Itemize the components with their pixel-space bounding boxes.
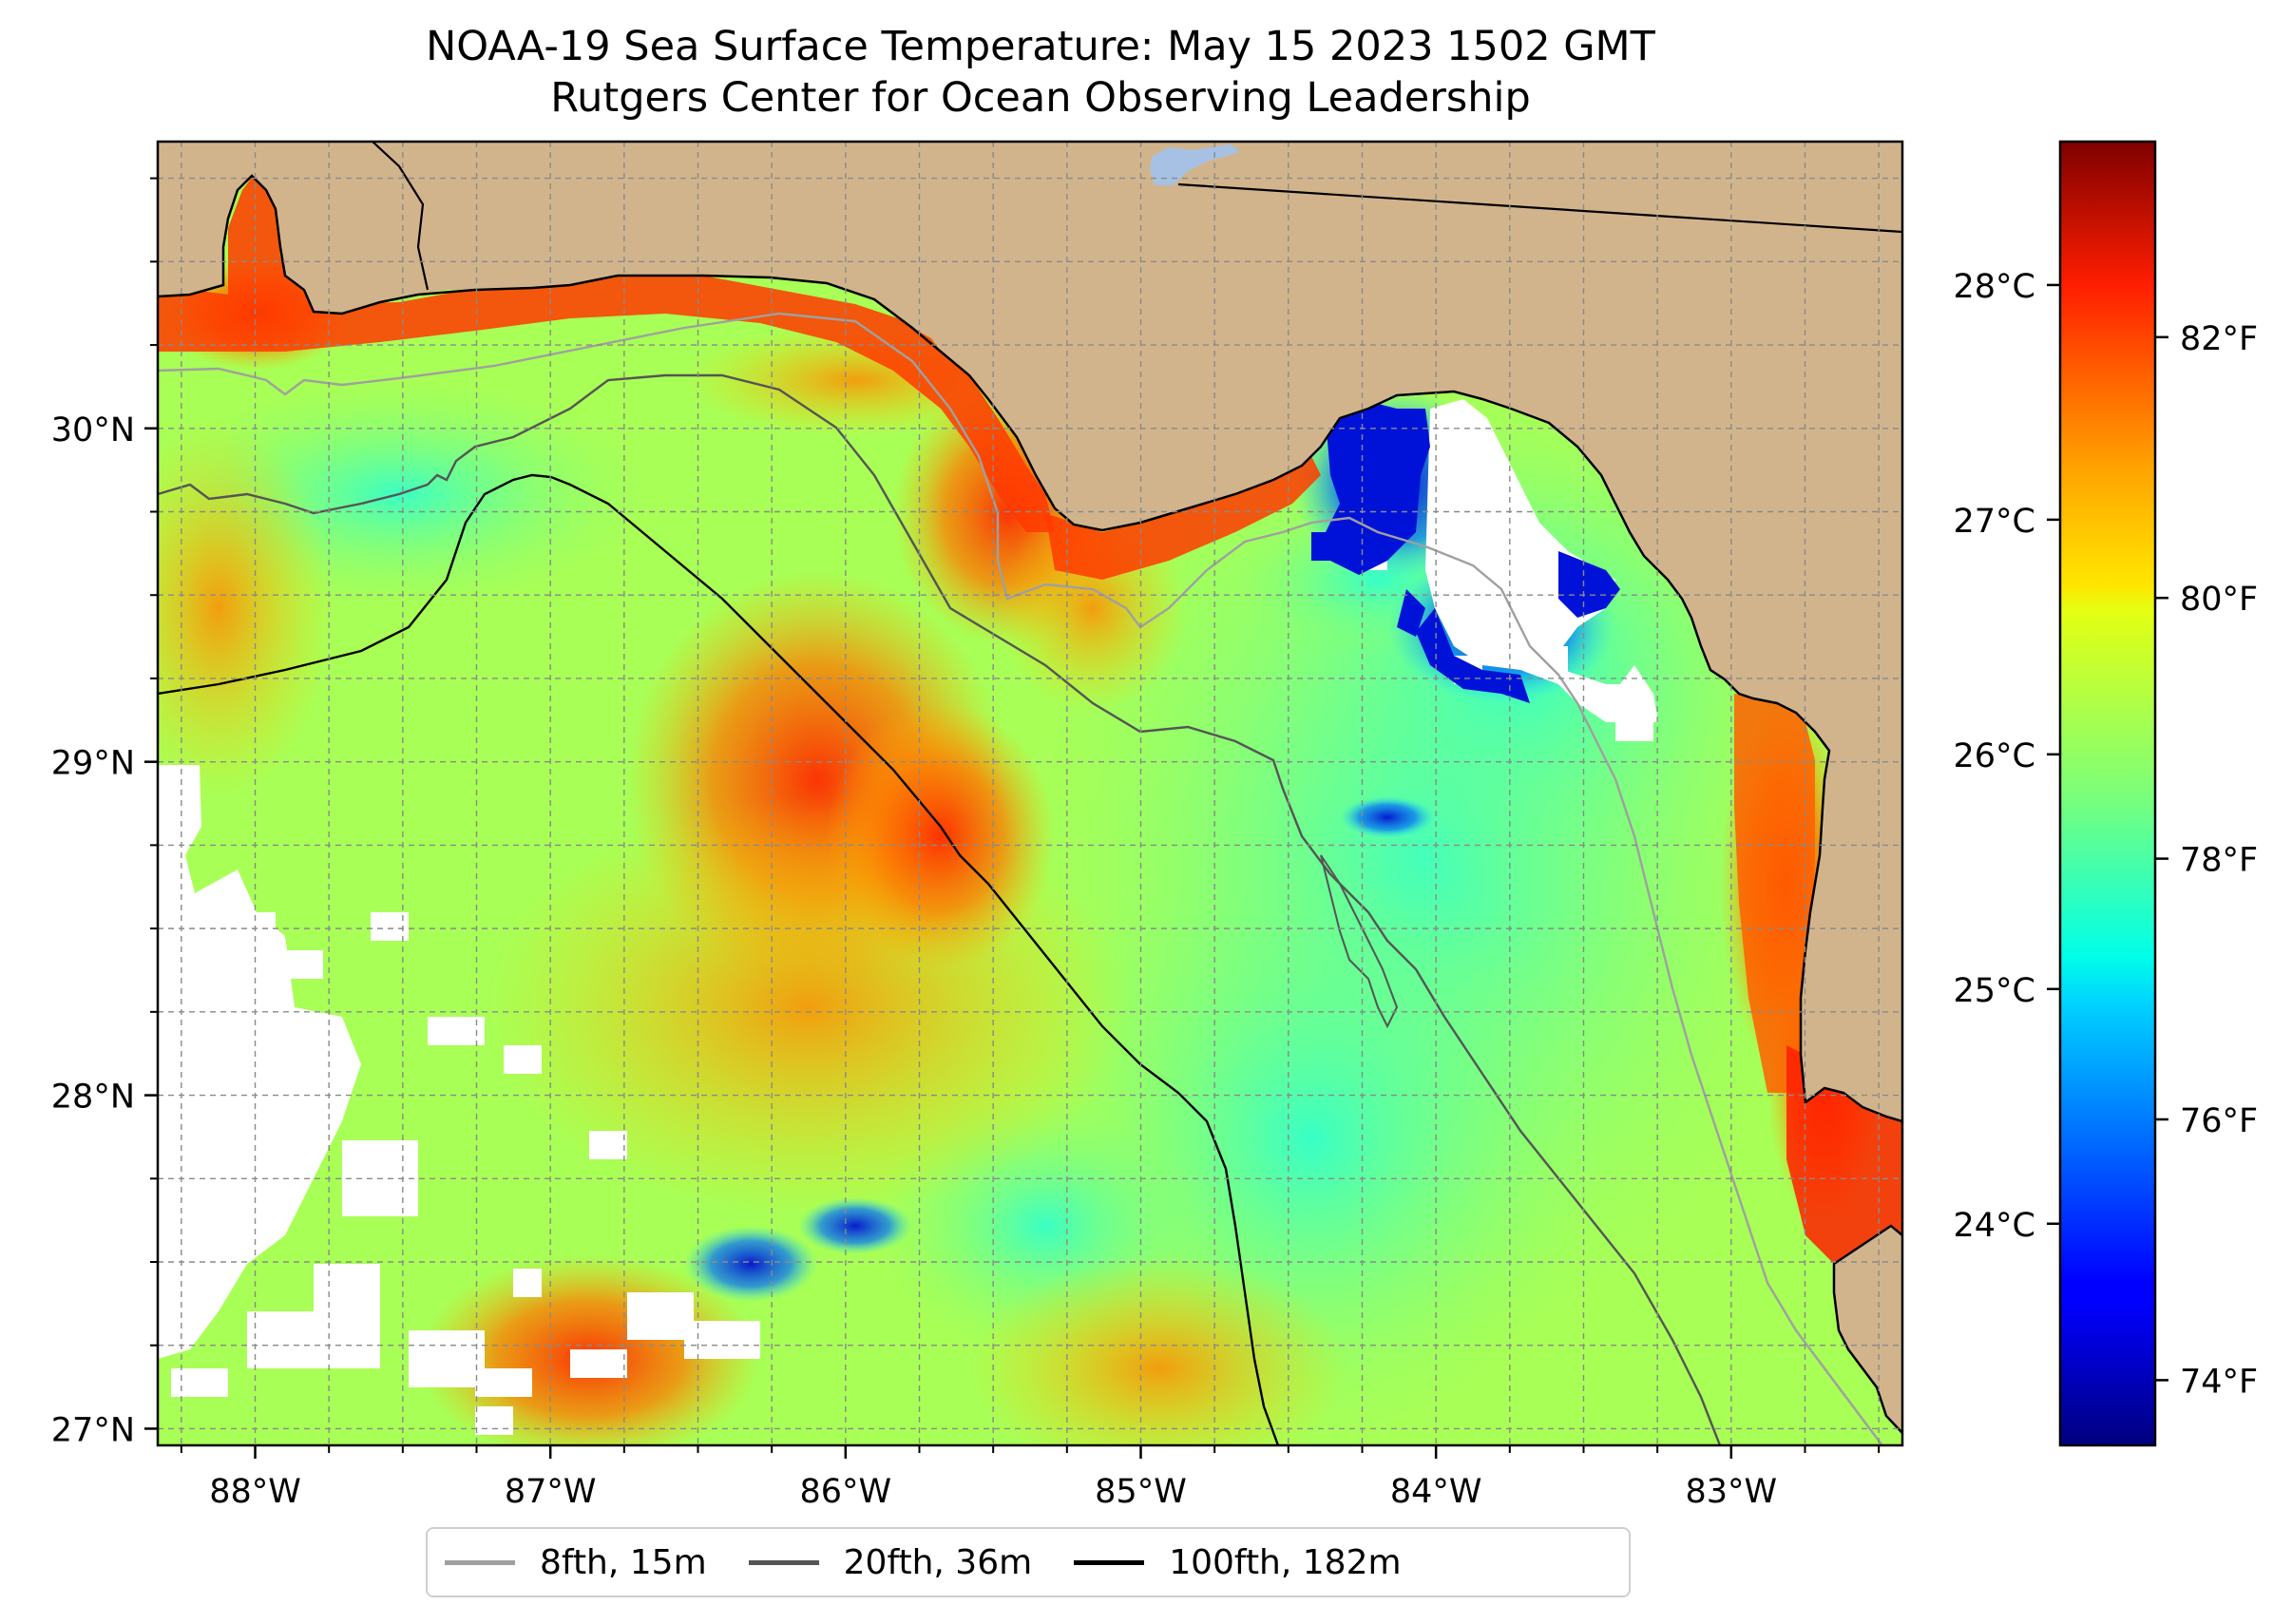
colorbar-label-c: 28°C	[1954, 268, 2035, 306]
lat-tick-label: 28°N	[51, 1079, 135, 1117]
isobath-20fth-reef	[1320, 854, 1399, 1029]
colorbar-label-f: 82°F	[2180, 320, 2258, 358]
colorbar-label-c: 26°C	[1954, 737, 2035, 775]
map-frame	[156, 140, 1904, 1447]
colorbar: 82°F 80°F 78°F 76°F 74°F 28°C 27°C 26°C 25°C 24°C	[1954, 140, 2259, 1447]
colorbar-gradient	[2060, 142, 2155, 1445]
title-line-2: Rutgers Center for Ocean Observing Leade…	[550, 74, 1531, 122]
graticule	[158, 142, 1902, 1445]
legend-item-20fth: 20fth, 36m	[748, 1542, 1033, 1582]
lat-tick-label: 30°N	[51, 411, 135, 449]
isobath-legend: 8fth, 15m 20fth, 36m 100fth, 182m	[426, 1527, 1631, 1597]
cold-water-patches	[1311, 399, 1620, 703]
lat-tick-label: 27°N	[51, 1411, 135, 1449]
colorbar-label-f: 76°F	[2180, 1102, 2258, 1140]
legend-label-100fth: 100fth, 182m	[1169, 1542, 1402, 1582]
colorbar-label-c: 27°C	[1954, 503, 2035, 541]
land-mass	[158, 142, 1902, 1433]
legend-label-8fth: 8fth, 15m	[540, 1542, 707, 1582]
no-data-cloud-mask	[158, 399, 1862, 1435]
map-title: NOAA-19 Sea Surface Temperature: May 15 …	[0, 21, 2081, 124]
colorbar-ticks: 82°F 80°F 78°F 76°F 74°F 28°C 27°C 26°C 25°C 24°C	[1954, 268, 2259, 1401]
lon-tick-label: 86°W	[800, 1473, 892, 1511]
isobath-100fth	[158, 473, 1280, 1445]
legend-line-20fth	[748, 1559, 819, 1565]
legend-line-100fth	[1074, 1559, 1145, 1565]
title-line-1: NOAA-19 Sea Surface Temperature: May 15 …	[426, 23, 1655, 70]
colorbar-label-f: 74°F	[2180, 1363, 2258, 1401]
lat-tick-label: 29°N	[51, 745, 135, 783]
map-axes: 88°W 87°W 86°W 85°W 84°W 83°W 30°N 29°N 28°N 27°N	[51, 177, 1881, 1511]
coastline	[158, 174, 1902, 1123]
lake	[1150, 144, 1240, 185]
isobath-8fth	[158, 312, 1882, 1445]
coastline-south	[1832, 1224, 1902, 1434]
lon-tick-label: 85°W	[1095, 1473, 1187, 1511]
sst-map	[158, 142, 1902, 1445]
state-border-fl-ga	[1177, 182, 1902, 234]
colorbar-label-f: 80°F	[2180, 581, 2258, 619]
isobath-20fth	[158, 373, 1722, 1445]
legend-label-20fth: 20fth, 36m	[843, 1542, 1033, 1582]
colorbar-frame	[2058, 140, 2157, 1447]
lon-tick-label: 87°W	[505, 1473, 597, 1511]
legend-item-8fth: 8fth, 15m	[445, 1543, 707, 1582]
lon-tick-label: 88°W	[209, 1473, 301, 1511]
colorbar-label-f: 78°F	[2180, 842, 2258, 880]
lon-tick-label: 84°W	[1390, 1473, 1482, 1511]
lon-tick-label: 83°W	[1685, 1473, 1777, 1511]
colorbar-label-c: 25°C	[1954, 972, 2035, 1010]
colorbar-label-c: 24°C	[1954, 1207, 2035, 1245]
legend-item-100fth: 100fth, 182m	[1074, 1542, 1402, 1582]
legend-line-8fth	[445, 1559, 515, 1565]
